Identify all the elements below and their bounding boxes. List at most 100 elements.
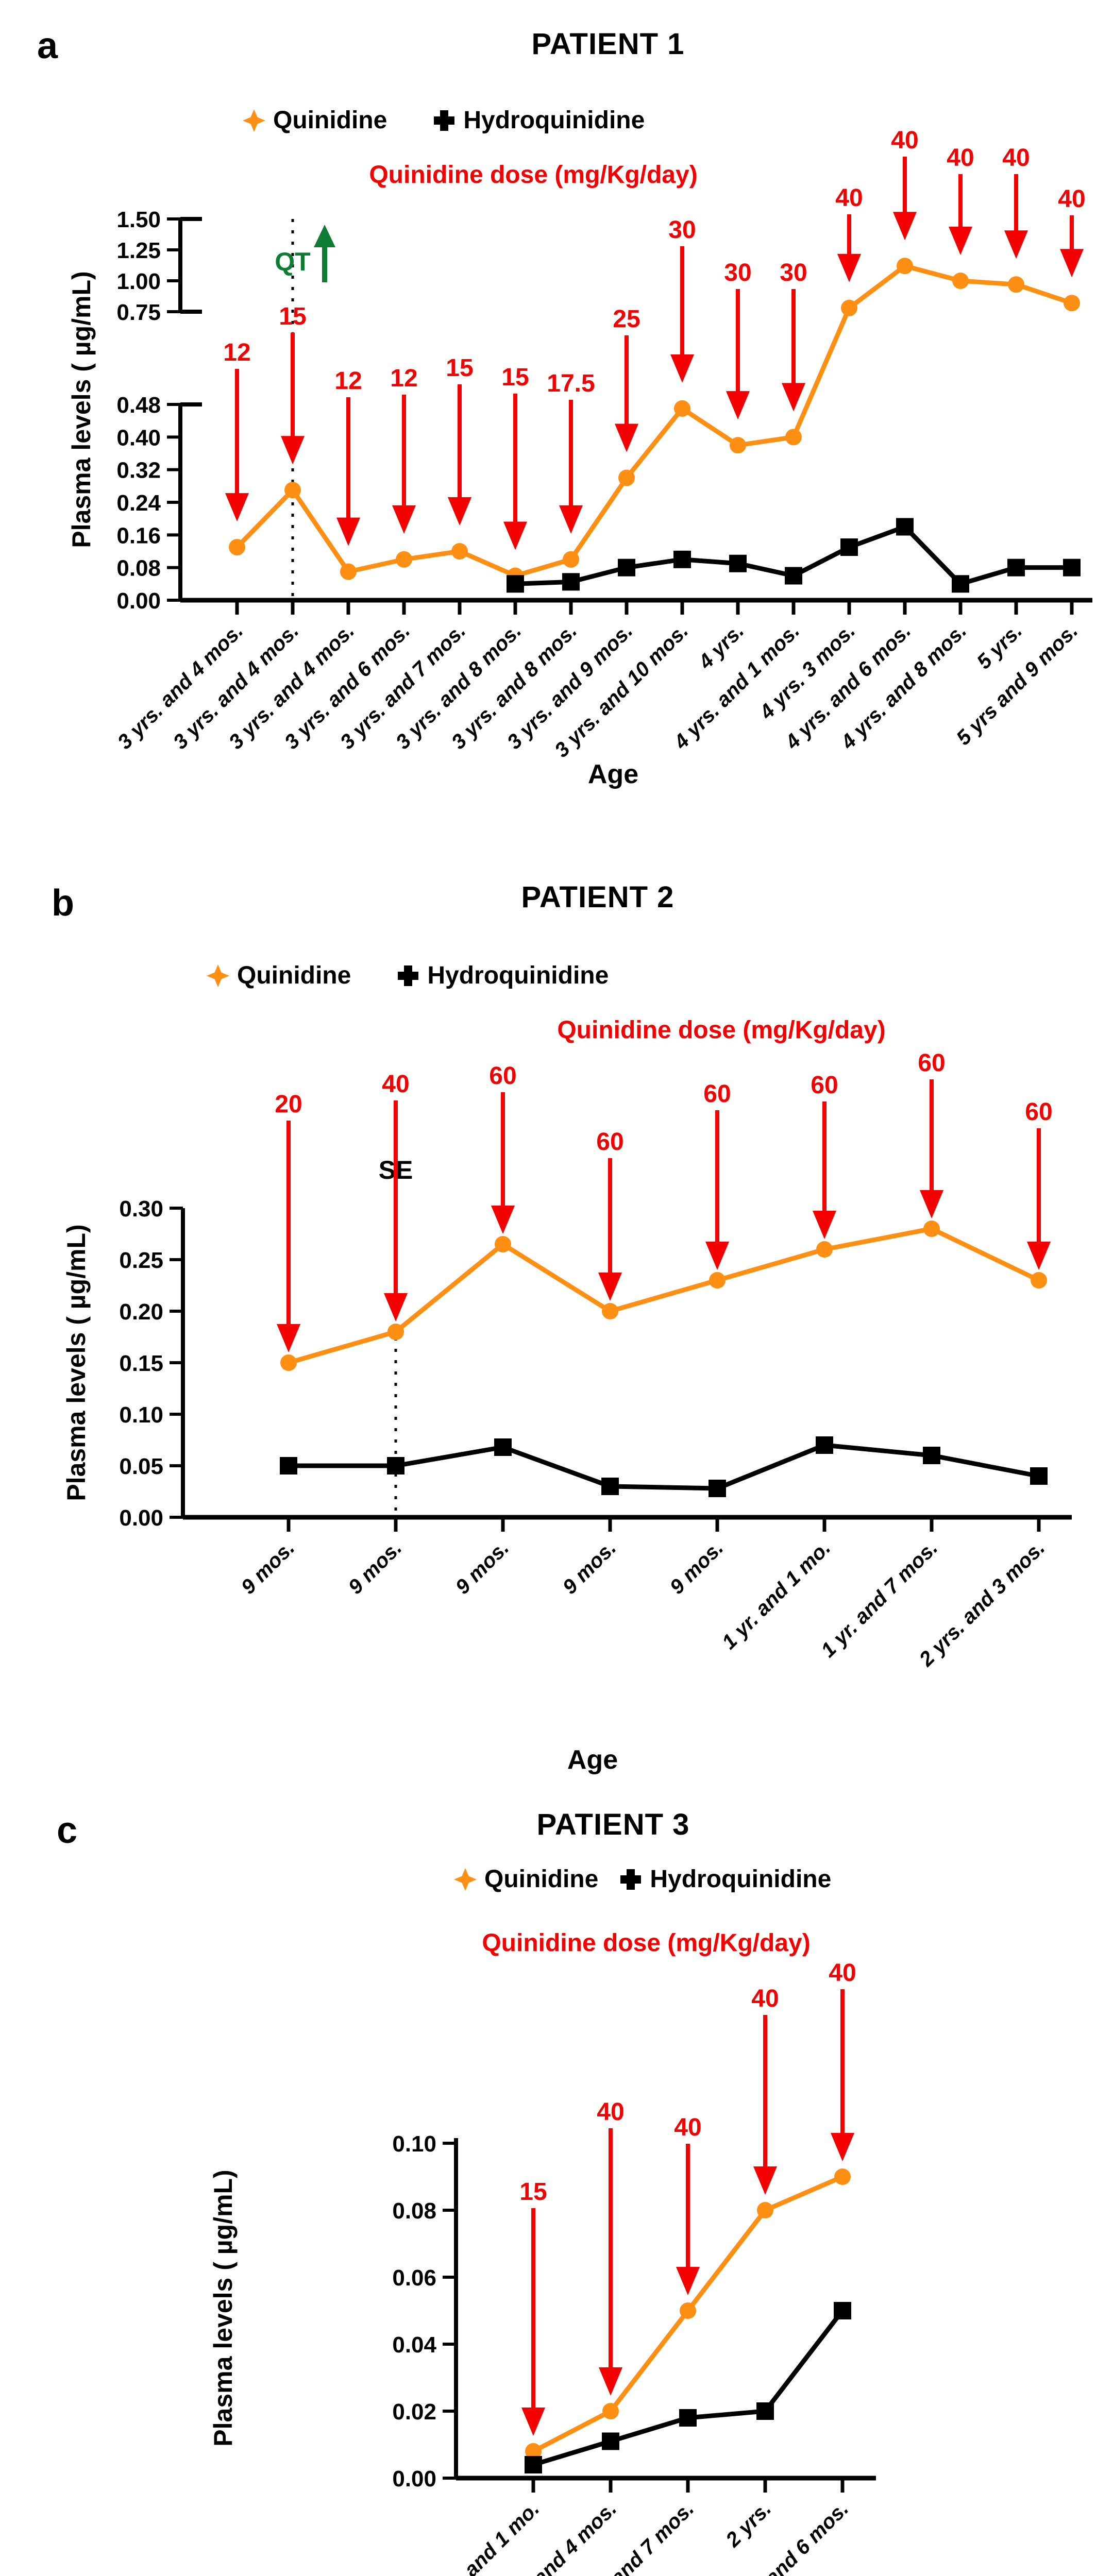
quinidine-line [235, 263, 1073, 579]
dose-label: 60 [703, 1080, 731, 1108]
hydroquinidine-points [525, 2302, 851, 2473]
y-axis: 0.00 0.05 0.10 0.15 0.20 0.25 0.30 [119, 1196, 185, 1531]
y-tick-label: 0.75 [116, 300, 161, 325]
legend-panel-b: Quinidine Hydroquinidine [206, 961, 609, 990]
dose-label: 30 [668, 216, 696, 244]
y-tick-label: 0.04 [392, 2332, 436, 2358]
y-tick-label: 0.08 [116, 556, 161, 581]
y-tick-label: 0.10 [392, 2131, 436, 2157]
y-axis-title: Plasma levels ( µg/mL) [209, 2170, 238, 2446]
legend-item-quinidine: Quinidine [206, 961, 351, 990]
svg-text:4 yrs.: 4 yrs. [694, 619, 749, 674]
dose-label: 40 [674, 2114, 701, 2141]
legend-label-quinidine: Quinidine [484, 1866, 599, 1893]
y-axis: 0.00 0.02 0.04 0.06 0.08 0.10 [392, 2131, 458, 2492]
hydroquinidine-points [507, 518, 1081, 593]
legend-item-quinidine: Quinidine [242, 106, 387, 134]
panel-letter-b: b [52, 883, 74, 924]
chart-patient-1: 0.00 0.08 0.16 0.24 0.32 0.40 0.48 0.75 1.00 1.25… [67, 127, 1092, 789]
y-tick-label: 0.24 [116, 490, 161, 516]
legend-item-quinidine: Quinidine [453, 1865, 598, 1893]
panel-letter-a: a [37, 25, 58, 66]
dose-label: 15 [279, 303, 306, 330]
panel-title-patient-1: PATIENT 1 [531, 27, 685, 61]
hydroquinidine-marker-icon [434, 110, 455, 131]
dose-label: 20 [275, 1091, 302, 1118]
dose-label: 17.5 [547, 370, 595, 397]
dose-title-a: Quinidine dose (mg/Kg/day) [369, 161, 698, 189]
svg-text:2 yrs.: 2 yrs. [721, 2497, 776, 2552]
quinidine-points [280, 1221, 1047, 1371]
y-tick-label: 0.25 [119, 1248, 163, 1273]
dose-title-c: Quinidine dose (mg/Kg/day) [482, 1929, 811, 1957]
y-tick-label: 0.06 [392, 2265, 436, 2291]
dose-label: 25 [613, 306, 640, 333]
legend-item-hydroquinidine: Hydroquinidine [396, 961, 609, 990]
dose-arrows: 20 40 60 60 60 60 60 60 [275, 1049, 1053, 1352]
dose-label: 60 [596, 1128, 623, 1156]
dose-label: 40 [891, 127, 918, 154]
y-tick-label: 0.08 [392, 2198, 436, 2224]
chart-patient-3: 0.00 0.02 0.04 0.06 0.08 0.10 15 40 40 40 40 1 yr. … [209, 1959, 876, 2576]
y-tick-label: 0.00 [116, 588, 161, 614]
legend-label-hydroquinidine: Hydroquinidine [427, 962, 609, 989]
y-tick-label: 0.05 [119, 1454, 163, 1479]
panel-title-patient-2: PATIENT 2 [521, 880, 674, 914]
svg-text:9 mos.: 9 mos. [344, 1536, 407, 1599]
quinidine-marker-icon [243, 109, 265, 132]
dose-label: 40 [835, 184, 863, 212]
dose-label: 60 [489, 1062, 516, 1090]
hydroquinidine-points [280, 1436, 1048, 1497]
legend-label-quinidine: Quinidine [237, 962, 351, 989]
y-tick-label: 0.00 [392, 2466, 436, 2492]
y-tick-label: 0.40 [116, 425, 161, 450]
y-tick-label: 1.25 [116, 238, 161, 263]
y-tick-label: 0.48 [116, 393, 161, 418]
legend-panel-c: Quinidine Hydroquinidine [453, 1865, 831, 1893]
dose-label: 12 [390, 365, 417, 392]
dose-label: 15 [501, 364, 529, 391]
svg-text:4 yrs. 3 mos.: 4 yrs. 3 mos. [755, 619, 859, 724]
quinidine-points [525, 2168, 851, 2460]
panel-a: a PATIENT 1 Quinidine Hydroquinidine Qui… [0, 0, 1113, 835]
dose-label: 15 [519, 2178, 547, 2206]
dose-label: 40 [382, 1071, 409, 1098]
panel-title-patient-3: PATIENT 3 [536, 1808, 690, 1841]
panel-c: c PATIENT 3 Quinidine Hydroquinidine Qui… [0, 1783, 1113, 2576]
dose-arrows: 12 15 12 12 15 15 17.5 25 30 30 30 40 40 40 40 40 [223, 127, 1086, 550]
hydroquinidine-line [289, 1443, 1039, 1491]
hydroquinidine-marker-icon [398, 965, 419, 986]
dose-title-b: Quinidine dose (mg/Kg/day) [557, 1016, 886, 1044]
x-tick-labels: 3 yrs. and 4 mos.3 yrs. and 4 mos.3 yrs.… [113, 619, 1083, 761]
svg-text:1 yr. and 7 mos.: 1 yr. and 7 mos. [817, 1536, 942, 1662]
dose-label: 40 [597, 2098, 624, 2126]
panel-b: b PATIENT 2 Quinidine Hydroquinidine Qui… [0, 835, 1113, 1783]
legend-label-hydroquinidine: Hydroquinidine [650, 1866, 832, 1893]
y-tick-label: 1.00 [116, 269, 161, 294]
legend-panel-a: Quinidine Hydroquinidine [242, 106, 645, 134]
y-tick-label: 0.02 [392, 2399, 436, 2425]
legend-item-hydroquinidine: Hydroquinidine [619, 1865, 831, 1893]
quinidine-line [288, 1226, 1040, 1365]
hydroquinidine-marker-icon [620, 1869, 642, 1890]
x-axis-title: Age [588, 759, 638, 789]
svg-text:9 mos.: 9 mos. [559, 1536, 621, 1599]
y-tick-label: 0.16 [116, 523, 161, 548]
quinidine-marker-icon [207, 964, 229, 987]
quinidine-marker-icon [454, 1868, 477, 1891]
y-tick-label: 0.00 [119, 1505, 163, 1531]
x-axis [456, 2476, 876, 2493]
x-tick-labels: 9 mos. 9 mos. 9 mos. 9 mos. 9 mos.1 yr. and … [237, 1536, 1050, 1671]
dose-label: 12 [223, 339, 250, 366]
dose-label: 60 [918, 1049, 945, 1077]
panel-letter-c: c [57, 1810, 78, 1851]
x-axis [180, 598, 1092, 615]
legend-item-hydroquinidine: Hydroquinidine [432, 106, 645, 134]
dose-arrows: 15 40 40 40 40 [519, 1959, 856, 2436]
dose-label: 40 [829, 1959, 856, 1987]
y-tick-label: 0.30 [119, 1196, 163, 1222]
x-axis [183, 1515, 1072, 1532]
legend-label-hydroquinidine: Hydroquinidine [463, 107, 645, 134]
svg-text:5 yrs.: 5 yrs. [972, 619, 1026, 673]
